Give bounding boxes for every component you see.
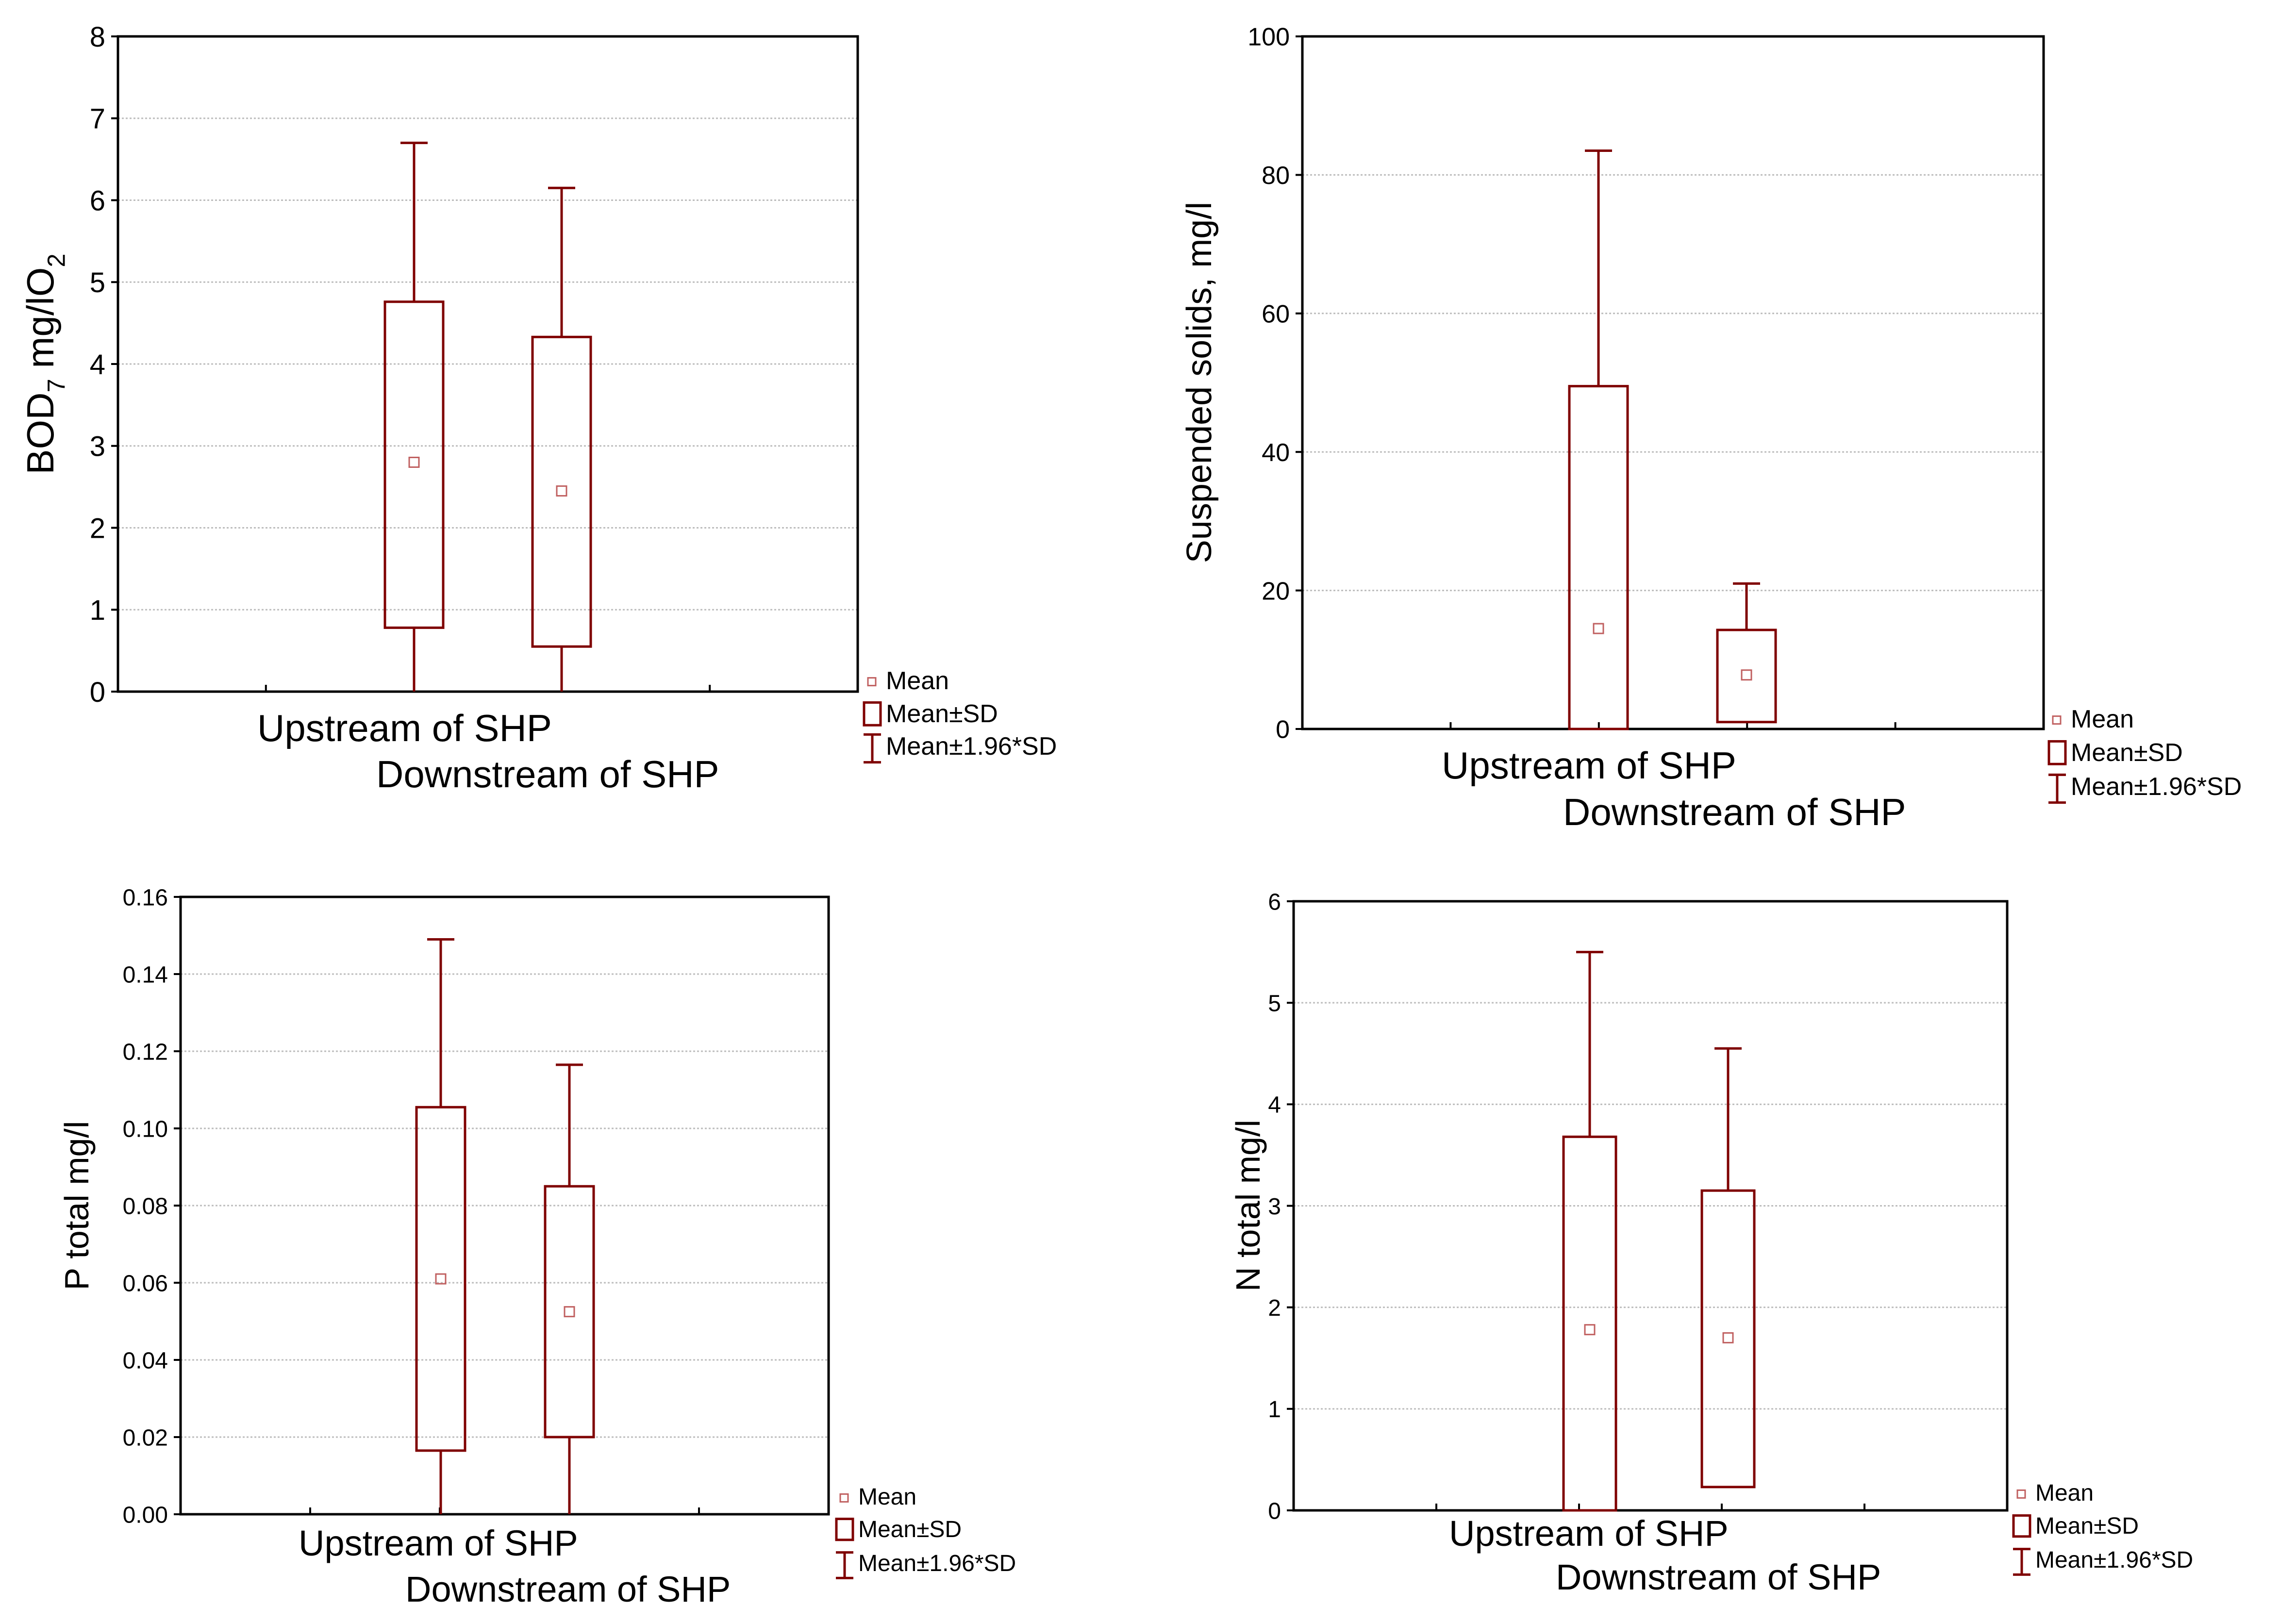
plot-frame — [1301, 35, 2045, 730]
y-label-sub: 7 — [42, 379, 70, 392]
y-tick-label: 0.12 — [123, 1039, 168, 1065]
y-axis-label: P total mg/l — [58, 1121, 96, 1291]
legend-sd-icon — [2012, 1514, 2031, 1538]
y-tick-label: 7 — [90, 103, 105, 135]
legend-ci-label: Mean±1.96*SD — [886, 732, 1057, 761]
sd-box — [531, 335, 592, 648]
y-tick-label: 0.08 — [123, 1193, 168, 1219]
y-tick-label: 3 — [90, 431, 105, 463]
mean-marker — [408, 457, 420, 468]
sd-box — [415, 1106, 466, 1452]
category-label-upstream: Upstream of SHP — [299, 1523, 578, 1563]
y-tick-label: 5 — [1268, 991, 1281, 1016]
y-tick-label: 0 — [90, 677, 105, 708]
category-label-downstream: Downstream of SHP — [405, 1569, 731, 1609]
category-label-downstream: Downstream of SHP — [1556, 1557, 1881, 1597]
legend-sd-icon — [2047, 740, 2067, 765]
legend-mean-label: Mean — [858, 1484, 916, 1510]
category-label-downstream: Downstream of SHP — [1563, 791, 1906, 833]
mean-marker — [564, 1306, 575, 1318]
plot-frame — [116, 35, 859, 693]
mean-marker — [1741, 669, 1752, 681]
legend-sd-icon — [863, 701, 882, 727]
y-tick-label: 0.06 — [123, 1271, 168, 1296]
legend-sd-icon — [835, 1518, 854, 1541]
y-axis-label: BOD7 mg/lO2 — [19, 253, 70, 474]
legend-sd-label: Mean±SD — [858, 1517, 962, 1542]
y-tick-label: 2 — [90, 513, 105, 544]
mean-marker — [1584, 1324, 1596, 1336]
y-tick-label: 3 — [1268, 1194, 1281, 1220]
y-tick-label: 4 — [90, 349, 105, 381]
y-tick-label: 80 — [1262, 162, 1290, 190]
mean-marker — [1722, 1332, 1734, 1343]
y-tick-label: 1 — [1268, 1397, 1281, 1423]
y-tick-label: 40 — [1262, 439, 1290, 467]
legend-mean-icon — [2016, 1489, 2026, 1499]
legend: Mean Mean±SD Mean±1.96*SD — [2047, 705, 2242, 804]
y-axis-label: Suspended solids, mg/l — [1180, 202, 1219, 563]
chart-panel-2: 0 20 40 60 80 100 Suspended solids, mg/l Upstre… — [1180, 23, 2242, 833]
legend: Mean Mean±SD Mean±1.96*SD — [863, 667, 1057, 764]
y-tick-label: 0.02 — [123, 1425, 168, 1451]
sd-box — [1700, 1189, 1756, 1489]
y-tick-label: 0 — [1276, 716, 1290, 744]
y-label-sub2: 2 — [42, 253, 70, 267]
legend-mean-label: Mean — [2071, 705, 2134, 733]
category-label-downstream: Downstream of SHP — [376, 753, 719, 795]
legend-ci-label: Mean±1.96*SD — [2035, 1547, 2193, 1573]
legend-ci-label: Mean±1.96*SD — [2071, 773, 2242, 801]
sd-box — [544, 1185, 595, 1439]
y-tick-label: 5 — [90, 267, 105, 298]
y-tick-label: 0.16 — [123, 885, 168, 910]
y-tick-label: 4 — [1268, 1092, 1281, 1118]
legend-sd-label: Mean±SD — [2035, 1513, 2139, 1539]
chart-panel-4: 0 1 2 3 4 5 6 N total mg/l Upstream of SHPDownst… — [1229, 889, 2193, 1597]
category-label-upstream: Upstream of SHP — [1449, 1513, 1729, 1554]
legend-sd-label: Mean±SD — [886, 700, 998, 728]
category-label-upstream: Upstream of SHP — [1442, 744, 1736, 787]
y-tick-label: 0 — [1268, 1498, 1281, 1524]
mean-marker — [1593, 623, 1604, 634]
y-label-rest: mg/lO — [19, 267, 62, 379]
legend-sd-label: Mean±SD — [2071, 739, 2183, 767]
legend-mean-label: Mean — [2035, 1480, 2094, 1506]
y-tick-label: 0.00 — [123, 1502, 168, 1528]
plot-frame — [1292, 900, 2009, 1512]
mean-marker — [435, 1273, 447, 1285]
y-tick-label: 0.04 — [123, 1348, 168, 1374]
chart-panel-3: 0.00 0.02 0.04 0.06 0.08 0.10 0.12 0.14 0.16 P to… — [58, 885, 1016, 1609]
legend: Mean Mean±SD Mean±1.96*SD — [835, 1484, 1016, 1579]
y-tick-label: 60 — [1262, 300, 1290, 329]
y-tick-label: 0.14 — [123, 962, 168, 988]
y-axis-label: N total mg/l — [1229, 1120, 1267, 1291]
legend: Mean Mean±SD Mean±1.96*SD — [2012, 1480, 2193, 1576]
legend-mean-label: Mean — [886, 667, 949, 695]
sd-box — [1568, 385, 1629, 730]
y-tick-label: 8 — [90, 21, 105, 53]
y-tick-label: 20 — [1262, 577, 1290, 605]
y-tick-label: 6 — [1268, 889, 1281, 915]
legend-mean-icon — [2052, 715, 2062, 725]
y-tick-label: 6 — [90, 185, 105, 216]
y-tick-label: 1 — [90, 595, 105, 626]
plot-frame — [179, 895, 830, 1516]
sd-box — [1562, 1135, 1617, 1512]
legend-mean-icon — [839, 1493, 849, 1503]
y-tick-label: 0.10 — [123, 1116, 168, 1142]
legend-mean-icon — [867, 677, 877, 687]
y-label-main: BOD — [19, 393, 62, 475]
sd-box — [1716, 629, 1777, 724]
y-tick-label: 100 — [1248, 23, 1290, 51]
y-tick-label: 2 — [1268, 1295, 1281, 1321]
mean-marker — [556, 485, 567, 497]
sd-box — [383, 300, 445, 629]
legend-ci-label: Mean±1.96*SD — [858, 1551, 1016, 1576]
category-label-upstream: Upstream of SHP — [257, 707, 552, 749]
